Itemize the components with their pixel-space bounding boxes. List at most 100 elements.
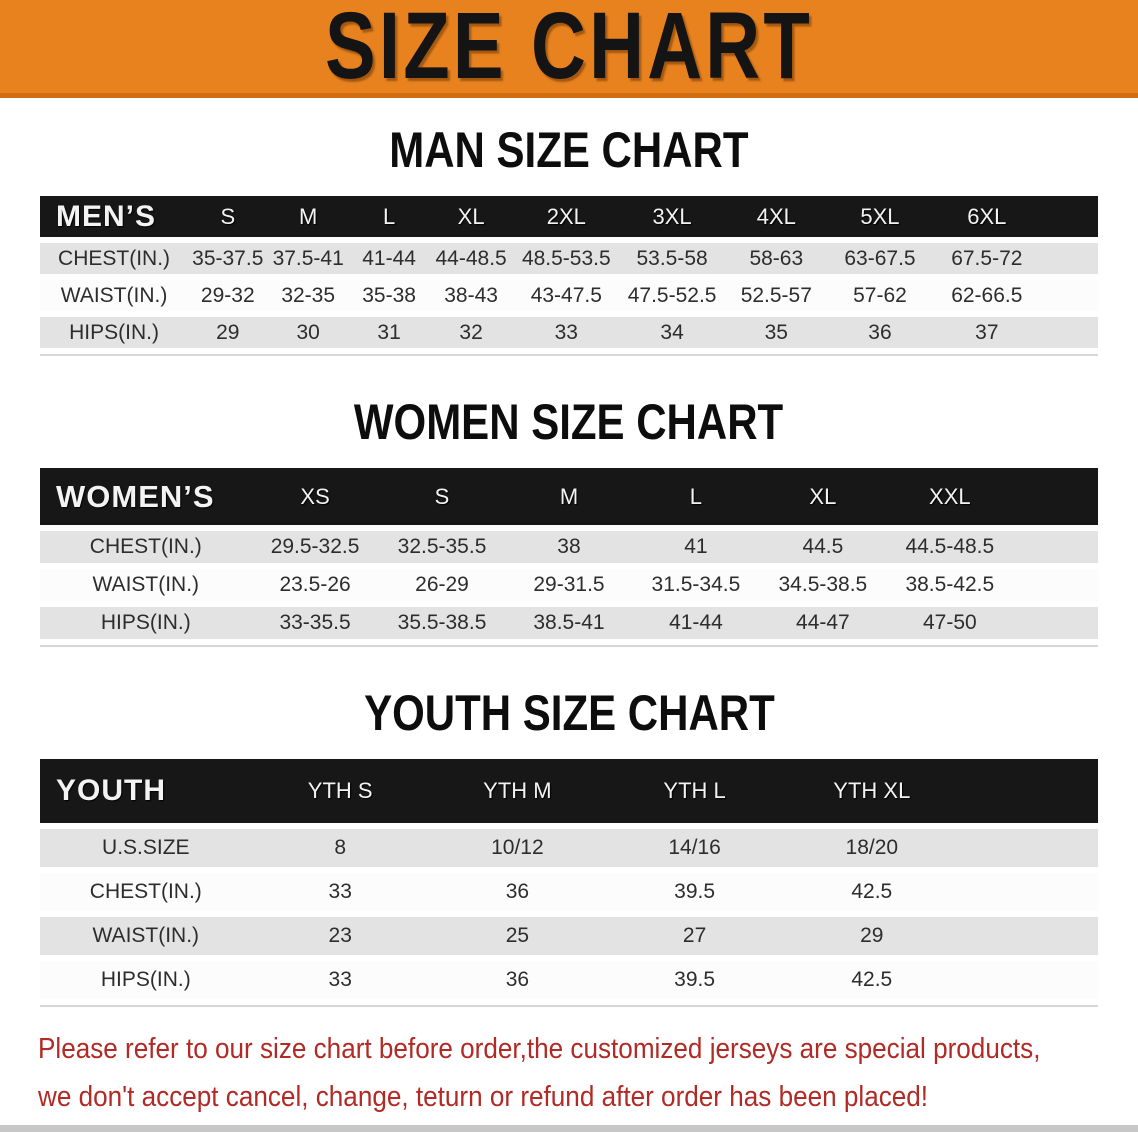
table-title-cell: MEN’S	[40, 196, 189, 237]
header-row: YOUTH YTH S YTH M YTH L YTH XL	[40, 759, 1098, 823]
data-cell: 27	[606, 917, 784, 955]
data-cell: 38-43	[429, 280, 513, 311]
filler-cell	[1013, 607, 1098, 639]
youth-section-heading: YOUTH SIZE CHART	[363, 685, 775, 741]
youth-table-box: YOUTH YTH S YTH M YTH L YTH XL U.S.SIZE 8 10/12…	[0, 753, 1138, 1007]
data-cell: 38.5-42.5	[886, 569, 1014, 601]
banner: SIZE CHART	[0, 0, 1138, 98]
table-title-cell: WOMEN’S	[40, 468, 252, 525]
row-label: CHEST(IN.)	[40, 531, 252, 563]
data-cell: 41-44	[632, 607, 760, 639]
size-header-cell: M	[267, 196, 349, 237]
row-label: HIPS(IN.)	[40, 607, 252, 639]
disclaimer: Please refer to our size chart before or…	[38, 1029, 1138, 1117]
data-cell: 63-67.5	[828, 243, 932, 274]
data-cell: 42.5	[783, 961, 961, 999]
data-cell: 44-47	[759, 607, 887, 639]
table-row: CHEST(IN.) 29.5-32.5 32.5-35.5 38 41 44.5 44.5…	[40, 531, 1098, 563]
data-cell: 25	[428, 917, 606, 955]
size-header-cell: XL	[759, 468, 887, 525]
row-label: WAIST(IN.)	[40, 280, 189, 311]
data-cell: 35-37.5	[188, 243, 268, 274]
bottom-strip	[0, 1125, 1138, 1132]
size-header-cell: YTH M	[428, 759, 606, 823]
data-cell: 44.5	[759, 531, 887, 563]
data-cell: 29.5-32.5	[251, 531, 379, 563]
data-cell: 38	[505, 531, 633, 563]
disclaimer-line-2: we don't accept cancel, change, teturn o…	[38, 1081, 929, 1113]
filler-cell	[1041, 243, 1098, 274]
data-cell: 36	[428, 961, 606, 999]
data-cell: 32	[429, 317, 513, 348]
men-size-table: MEN’S S M L XL 2XL 3XL 4XL 5XL 6XL CHEST(IN.) 35-37…	[40, 190, 1098, 356]
filler-cell	[1041, 317, 1098, 348]
size-header-cell: L	[348, 196, 430, 237]
men-section: MAN SIZE CHART MEN’S S M L XL 2XL 3XL 4XL 5XL 6XL…	[0, 124, 1138, 356]
data-cell: 41	[632, 531, 760, 563]
table-row: HIPS(IN.) 33-35.5 35.5-38.5 38.5-41 41-44 44-…	[40, 607, 1098, 639]
size-header-cell: M	[505, 468, 633, 525]
data-cell: 67.5-72	[931, 243, 1042, 274]
data-cell: 37	[931, 317, 1042, 348]
filler-cell	[960, 873, 1098, 911]
page-title: SIZE CHART	[325, 0, 813, 99]
data-cell: 44.5-48.5	[886, 531, 1014, 563]
men-heading-wrap: MAN SIZE CHART	[0, 124, 1138, 176]
table-row: CHEST(IN.) 33 36 39.5 42.5	[40, 873, 1098, 911]
men-section-heading: MAN SIZE CHART	[389, 122, 749, 178]
header-row: WOMEN’S XS S M L XL XXL	[40, 468, 1098, 525]
size-header-cell: S	[378, 468, 506, 525]
filler-cell	[960, 759, 1098, 823]
data-cell: 31.5-34.5	[632, 569, 760, 601]
filler-cell	[960, 961, 1098, 999]
data-cell: 36	[828, 317, 932, 348]
data-cell: 35.5-38.5	[378, 607, 506, 639]
data-cell: 33-35.5	[251, 607, 379, 639]
row-label: HIPS(IN.)	[40, 317, 189, 348]
data-cell: 26-29	[378, 569, 506, 601]
size-header-cell: 4XL	[724, 196, 829, 237]
size-header-cell: S	[188, 196, 268, 237]
row-label: U.S.SIZE	[40, 829, 252, 867]
row-label: WAIST(IN.)	[40, 569, 252, 601]
data-cell: 48.5-53.5	[512, 243, 620, 274]
data-cell: 43-47.5	[512, 280, 620, 311]
size-header-cell: YTH S	[251, 759, 429, 823]
data-cell: 44-48.5	[429, 243, 513, 274]
size-header-cell: 2XL	[512, 196, 620, 237]
table-row: HIPS(IN.) 33 36 39.5 42.5	[40, 961, 1098, 999]
women-heading-wrap: WOMEN SIZE CHART	[0, 396, 1138, 448]
table-row: WAIST(IN.) 29-32 32-35 35-38 38-43 43-47.5 47.…	[40, 280, 1098, 311]
filler-cell	[1013, 531, 1098, 563]
data-cell: 38.5-41	[505, 607, 633, 639]
size-header-cell: YTH XL	[783, 759, 961, 823]
table-title-cell: YOUTH	[40, 759, 252, 823]
data-cell: 35-38	[348, 280, 430, 311]
size-header-cell: XS	[251, 468, 379, 525]
data-cell: 32-35	[267, 280, 349, 311]
women-table-box: WOMEN’S XS S M L XL XXL CHEST(IN.) 29.5-32.5 32.5…	[0, 462, 1138, 647]
row-label: HIPS(IN.)	[40, 961, 252, 999]
data-cell: 62-66.5	[931, 280, 1042, 311]
data-cell: 32.5-35.5	[378, 531, 506, 563]
data-cell: 31	[348, 317, 430, 348]
disclaimer-line-1: Please refer to our size chart before or…	[38, 1033, 1041, 1065]
data-cell: 33	[251, 961, 429, 999]
size-header-cell: 5XL	[828, 196, 932, 237]
data-cell: 39.5	[606, 961, 784, 999]
data-cell: 8	[251, 829, 429, 867]
size-header-cell: L	[632, 468, 760, 525]
women-section-heading: WOMEN SIZE CHART	[354, 394, 784, 450]
table-row: U.S.SIZE 8 10/12 14/16 18/20	[40, 829, 1098, 867]
data-cell: 29-32	[188, 280, 268, 311]
header-row: MEN’S S M L XL 2XL 3XL 4XL 5XL 6XL	[40, 196, 1098, 237]
size-header-cell: 3XL	[619, 196, 725, 237]
filler-cell	[1013, 569, 1098, 601]
data-cell: 34	[619, 317, 725, 348]
data-cell: 18/20	[783, 829, 961, 867]
data-cell: 34.5-38.5	[759, 569, 887, 601]
table-row: CHEST(IN.) 35-37.5 37.5-41 41-44 44-48.5 48.5…	[40, 243, 1098, 274]
youth-heading-wrap: YOUTH SIZE CHART	[0, 687, 1138, 739]
data-cell: 33	[512, 317, 620, 348]
